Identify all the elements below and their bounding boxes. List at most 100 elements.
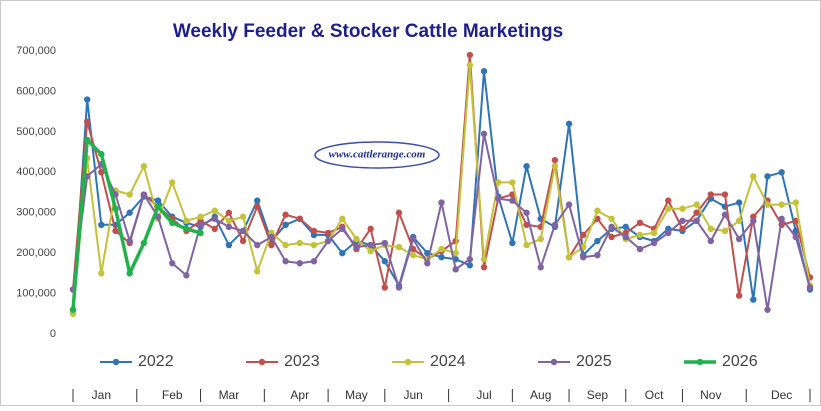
point bbox=[254, 241, 261, 249]
point bbox=[551, 221, 559, 229]
point bbox=[83, 136, 91, 144]
point bbox=[98, 150, 105, 158]
point bbox=[778, 215, 785, 222]
legend-label: 2024 bbox=[430, 353, 466, 370]
point bbox=[792, 217, 800, 224]
y-tick-label: 600,000 bbox=[16, 85, 56, 97]
point bbox=[778, 201, 785, 208]
y-tick-label: 200,000 bbox=[16, 247, 56, 259]
x-tick-label: Oct bbox=[645, 388, 664, 402]
point bbox=[254, 197, 261, 204]
x-tick-label: Jun bbox=[403, 388, 422, 402]
point bbox=[608, 223, 615, 231]
point bbox=[324, 229, 332, 237]
point bbox=[381, 239, 389, 247]
point bbox=[679, 225, 686, 233]
point bbox=[594, 207, 601, 214]
point bbox=[254, 268, 261, 275]
legend-marker bbox=[696, 358, 704, 366]
point bbox=[225, 209, 233, 216]
point bbox=[197, 229, 204, 237]
point bbox=[721, 211, 729, 218]
point bbox=[693, 217, 700, 224]
point bbox=[721, 227, 729, 235]
point bbox=[452, 249, 459, 257]
point bbox=[608, 233, 615, 241]
point bbox=[636, 245, 644, 253]
point bbox=[310, 241, 318, 249]
point bbox=[509, 197, 516, 204]
point bbox=[83, 118, 91, 125]
x-tick-label: Nov bbox=[700, 388, 721, 402]
point bbox=[466, 51, 474, 59]
point bbox=[126, 237, 133, 245]
point bbox=[239, 213, 247, 220]
point bbox=[339, 249, 346, 257]
x-tick-label: Mar bbox=[219, 388, 240, 402]
point bbox=[466, 61, 474, 69]
point bbox=[693, 209, 700, 216]
point bbox=[140, 163, 148, 170]
point bbox=[778, 169, 785, 176]
point bbox=[580, 253, 587, 261]
point bbox=[466, 262, 474, 269]
point bbox=[282, 221, 289, 229]
point bbox=[735, 199, 743, 206]
point bbox=[381, 284, 389, 291]
point bbox=[750, 217, 757, 224]
watermark: www.cattlerange.com bbox=[329, 149, 426, 161]
point bbox=[622, 223, 629, 231]
point bbox=[310, 227, 318, 235]
point bbox=[339, 225, 346, 233]
point bbox=[112, 227, 119, 235]
legend-label: 2025 bbox=[576, 353, 612, 370]
point bbox=[126, 270, 133, 277]
point bbox=[452, 266, 459, 273]
point bbox=[126, 191, 133, 198]
point bbox=[409, 251, 417, 259]
point bbox=[523, 241, 530, 249]
point bbox=[69, 306, 77, 313]
point bbox=[551, 163, 559, 170]
point bbox=[282, 258, 289, 265]
point bbox=[126, 209, 133, 216]
y-tick-label: 100,000 bbox=[16, 287, 56, 299]
point bbox=[438, 245, 445, 253]
point bbox=[537, 235, 544, 243]
point bbox=[183, 272, 190, 279]
x-tick-label: Jan bbox=[92, 388, 111, 402]
point bbox=[339, 215, 346, 222]
point bbox=[750, 173, 757, 180]
point bbox=[792, 233, 800, 241]
point bbox=[296, 215, 303, 222]
point bbox=[296, 239, 303, 247]
point bbox=[140, 191, 148, 198]
point bbox=[650, 229, 658, 237]
point bbox=[764, 306, 771, 313]
point bbox=[424, 260, 431, 267]
point bbox=[239, 237, 247, 245]
point bbox=[480, 68, 488, 75]
point bbox=[395, 243, 403, 251]
point bbox=[211, 207, 218, 214]
legend-marker bbox=[112, 358, 120, 366]
point bbox=[565, 253, 573, 261]
point bbox=[367, 225, 374, 233]
point bbox=[98, 221, 105, 229]
point bbox=[792, 199, 800, 206]
point bbox=[764, 201, 771, 208]
point bbox=[395, 284, 403, 291]
point bbox=[282, 211, 289, 218]
point bbox=[239, 227, 247, 235]
point bbox=[438, 253, 445, 261]
point bbox=[98, 270, 105, 277]
point bbox=[608, 215, 615, 222]
point bbox=[735, 217, 743, 224]
legend-label: 2022 bbox=[138, 353, 174, 370]
point bbox=[480, 256, 488, 263]
watermark-frame bbox=[314, 141, 440, 169]
legend-marker bbox=[404, 358, 412, 366]
point bbox=[480, 264, 488, 271]
